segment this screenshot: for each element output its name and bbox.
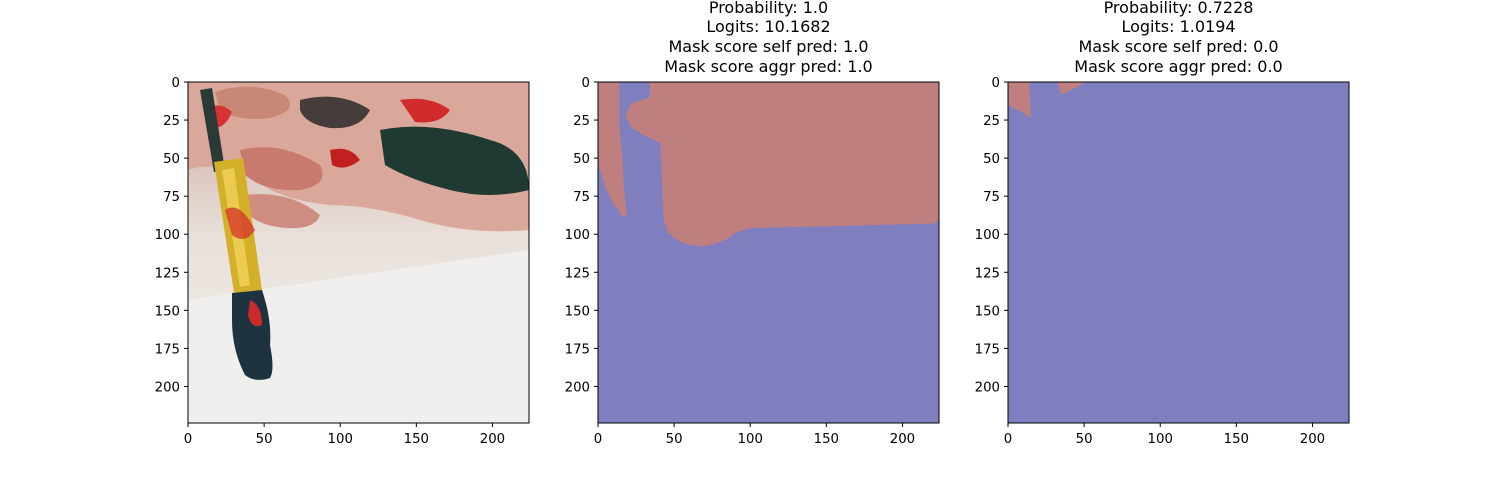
mask-foreground-region bbox=[1008, 82, 1031, 117]
y-axis-ticks: 0 25 50 75 100 125 150 175 200 bbox=[565, 76, 598, 395]
title-line: Logits: 1.0194 bbox=[1121, 17, 1235, 36]
y-tick-label: 0 bbox=[172, 76, 180, 91]
y-tick-label: 25 bbox=[573, 114, 590, 129]
title-line: Probability: 0.7228 bbox=[1104, 0, 1254, 17]
x-tick-label: 100 bbox=[328, 432, 353, 447]
y-tick-label: 175 bbox=[565, 342, 590, 357]
title-line: Mask score self pred: 1.0 bbox=[668, 37, 868, 56]
x-tick-label: 0 bbox=[594, 432, 602, 447]
y-tick-label: 150 bbox=[565, 304, 590, 319]
y-tick-label: 125 bbox=[975, 266, 1000, 281]
panel-photo: 0 50 100 150 200 0 25 50 75 100 125 150 175 200 bbox=[155, 76, 530, 447]
y-tick-label: 150 bbox=[155, 304, 180, 319]
y-tick-label: 175 bbox=[975, 342, 1000, 357]
y-tick-label: 200 bbox=[565, 380, 590, 395]
x-tick-label: 150 bbox=[404, 432, 429, 447]
y-tick-label: 0 bbox=[992, 76, 1000, 91]
y-tick-label: 50 bbox=[983, 152, 1000, 167]
y-tick-label: 100 bbox=[155, 228, 180, 243]
y-tick-label: 200 bbox=[975, 380, 1000, 395]
y-tick-label: 75 bbox=[163, 190, 180, 205]
plot-frame bbox=[187, 81, 530, 424]
y-tick-label: 50 bbox=[163, 152, 180, 167]
mask-background bbox=[1008, 82, 1349, 423]
x-tick-label: 100 bbox=[738, 432, 763, 447]
x-tick-label: 150 bbox=[814, 432, 839, 447]
title-line: Logits: 10.1682 bbox=[706, 17, 830, 36]
y-tick-label: 100 bbox=[975, 228, 1000, 243]
y-tick-label: 125 bbox=[155, 266, 180, 281]
x-tick-label: 150 bbox=[1224, 432, 1249, 447]
y-tick-label: 0 bbox=[582, 76, 590, 91]
x-tick-label: 0 bbox=[1004, 432, 1012, 447]
mask-foreground bbox=[1008, 82, 1085, 117]
x-tick-label: 100 bbox=[1148, 432, 1173, 447]
x-tick-label: 200 bbox=[890, 432, 915, 447]
y-tick-label: 150 bbox=[975, 304, 1000, 319]
photo-image bbox=[188, 82, 529, 423]
x-axis-ticks: 0 50 100 150 200 bbox=[184, 423, 505, 447]
title-line: Probability: 1.0 bbox=[709, 0, 828, 17]
title-line: Mask score self pred: 0.0 bbox=[1078, 37, 1278, 56]
mask-foreground bbox=[598, 82, 939, 247]
x-tick-label: 50 bbox=[666, 432, 683, 447]
y-tick-label: 175 bbox=[155, 342, 180, 357]
y-tick-label: 125 bbox=[565, 266, 590, 281]
mask-foreground-region bbox=[598, 82, 627, 216]
y-tick-label: 50 bbox=[573, 152, 590, 167]
x-tick-label: 0 bbox=[184, 432, 192, 447]
title-line: Mask score aggr pred: 0.0 bbox=[1074, 57, 1282, 76]
plot-frame bbox=[1007, 81, 1350, 424]
mask-foreground-region bbox=[1058, 82, 1085, 95]
x-tick-label: 200 bbox=[480, 432, 505, 447]
title-line: Mask score aggr pred: 1.0 bbox=[664, 57, 872, 76]
mask-foreground-region bbox=[625, 82, 939, 247]
y-tick-label: 200 bbox=[155, 380, 180, 395]
y-tick-label: 75 bbox=[983, 190, 1000, 205]
y-tick-label: 75 bbox=[573, 190, 590, 205]
x-axis-ticks: 0 50 100 150 200 bbox=[594, 423, 915, 447]
y-axis-ticks: 0 25 50 75 100 125 150 175 200 bbox=[155, 76, 188, 395]
y-tick-label: 100 bbox=[565, 228, 590, 243]
x-tick-label: 50 bbox=[1076, 432, 1093, 447]
plot-frame bbox=[597, 81, 940, 424]
y-tick-label: 25 bbox=[983, 114, 1000, 129]
y-axis-ticks: 0 25 50 75 100 125 150 175 200 bbox=[975, 76, 1008, 395]
x-tick-label: 50 bbox=[256, 432, 273, 447]
x-tick-label: 200 bbox=[1300, 432, 1325, 447]
x-axis-ticks: 0 50 100 150 200 bbox=[1004, 423, 1325, 447]
y-tick-label: 25 bbox=[163, 114, 180, 129]
